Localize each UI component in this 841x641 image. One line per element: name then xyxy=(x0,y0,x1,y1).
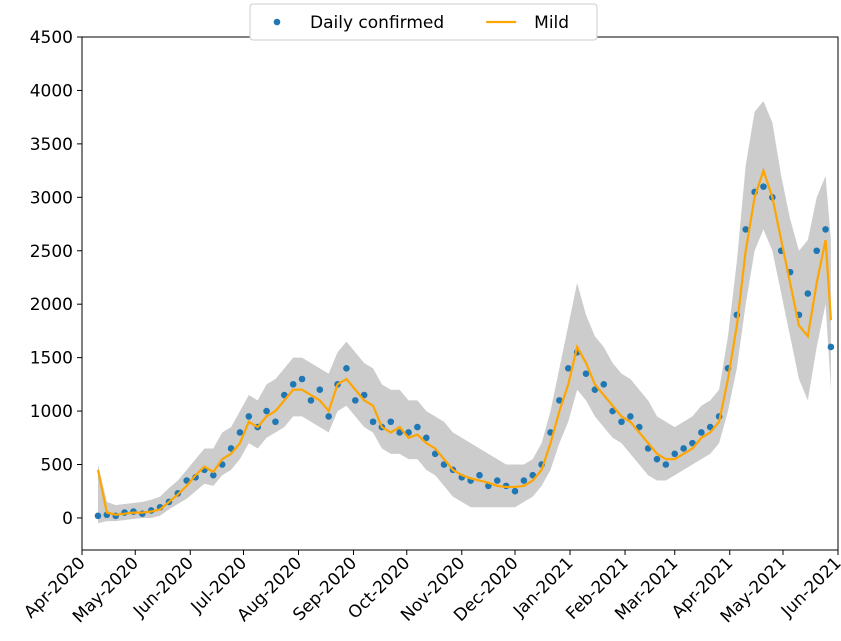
data-point xyxy=(813,247,821,255)
y-tick-label: 2000 xyxy=(30,295,73,315)
legend-frame xyxy=(249,3,598,41)
data-point xyxy=(236,429,244,436)
y-tick-label: 2500 xyxy=(30,242,73,262)
data-point xyxy=(822,226,829,233)
data-point xyxy=(351,397,359,404)
y-tick-label: 3500 xyxy=(30,135,73,155)
data-point xyxy=(422,434,430,442)
data-point xyxy=(245,413,253,420)
y-tick-label: 500 xyxy=(41,456,73,476)
legend: Daily confirmed Mild xyxy=(249,3,598,41)
data-point xyxy=(742,226,750,233)
data-point xyxy=(94,512,102,520)
data-point xyxy=(343,365,350,372)
data-point xyxy=(698,429,705,436)
data-point xyxy=(289,381,297,388)
data-point xyxy=(760,183,767,190)
data-point xyxy=(511,487,519,495)
data-point xyxy=(369,418,377,426)
x-tick-label: Jun-2020 xyxy=(129,553,198,622)
legend-label: Daily confirmed xyxy=(310,13,444,33)
data-point xyxy=(564,365,572,372)
data-point xyxy=(263,407,270,415)
data-point xyxy=(298,375,306,383)
data-point xyxy=(387,418,395,426)
data-point xyxy=(618,418,625,426)
legend-label: Mild xyxy=(534,13,569,33)
data-point xyxy=(627,413,634,420)
data-point xyxy=(804,290,812,297)
y-tick-label: 3000 xyxy=(30,188,73,208)
data-point xyxy=(653,455,661,463)
data-point xyxy=(680,445,687,452)
data-point xyxy=(520,477,528,484)
y-tick-label: 0 xyxy=(62,509,73,529)
data-point xyxy=(556,397,563,404)
data-point xyxy=(307,397,315,404)
data-point xyxy=(827,343,835,351)
data-point xyxy=(662,461,670,468)
data-point xyxy=(325,413,332,420)
data-point xyxy=(671,450,679,458)
data-point xyxy=(316,386,324,393)
data-point xyxy=(600,381,608,388)
data-point xyxy=(210,471,217,479)
y-tick-label: 4500 xyxy=(30,28,73,48)
line xyxy=(96,167,832,516)
data-point xyxy=(582,370,590,377)
y-tick-label: 1500 xyxy=(30,349,73,369)
data-point xyxy=(476,471,483,479)
y-tick-label: 4000 xyxy=(30,81,73,101)
confidence-band xyxy=(97,101,831,524)
data-point xyxy=(272,418,279,426)
y-tick-label: 1000 xyxy=(30,402,73,422)
data-point xyxy=(493,477,501,484)
legend-marker xyxy=(273,18,281,26)
data-point xyxy=(414,423,421,431)
